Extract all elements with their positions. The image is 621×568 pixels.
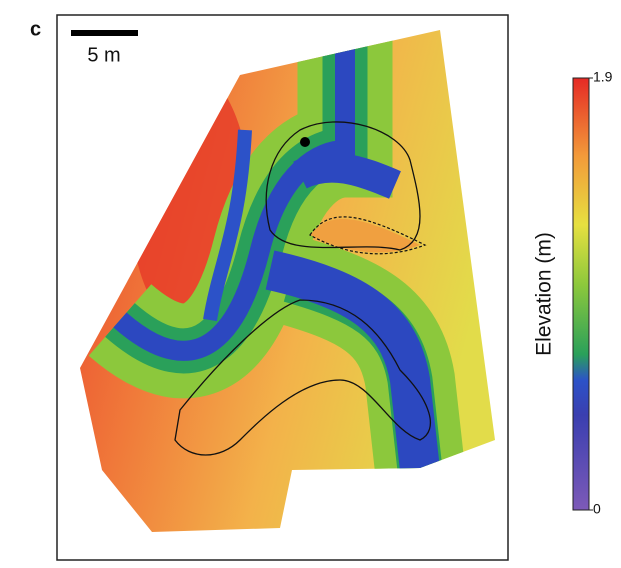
colorbar-label: Elevation (m) [533,232,556,356]
scale-bar-label: 5 m [87,44,120,66]
panel-label: c [30,18,41,40]
colorbar-tick-label: 0 [593,501,601,517]
colorbar-tick-label: 1.9 [593,69,613,85]
elevation-map [60,20,510,540]
point-marker [300,137,310,147]
figure: c 5 m Elevation (m) 0 1.9 [0,0,621,568]
channel [300,168,395,185]
colorbar [573,78,589,510]
